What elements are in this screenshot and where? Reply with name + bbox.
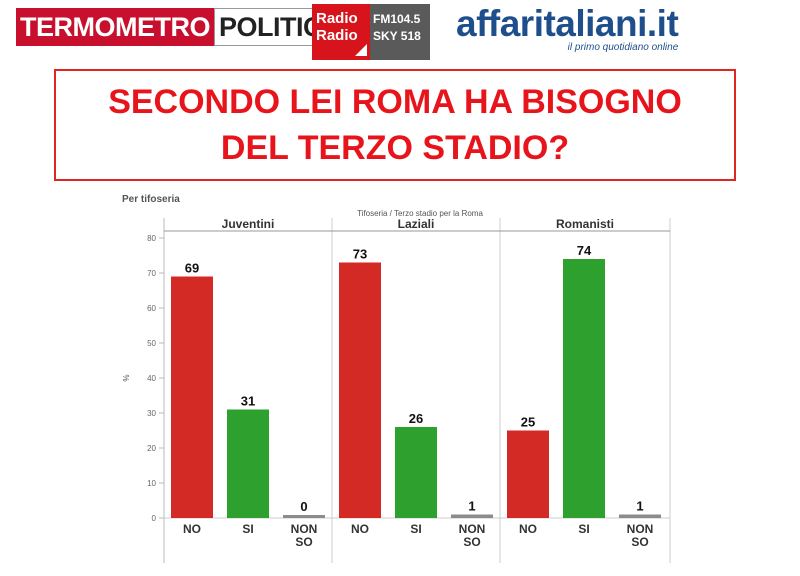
affaritaliani-logo: affaritaliani.it il primo quotidiano onl… [456,2,679,53]
radio-line-2: Radio [316,27,358,44]
chart-title: Per tifoseria [122,194,180,205]
x-tick-label: NO [183,522,201,536]
panel-label: Juventini [222,217,275,231]
x-tick-label: SI [578,522,589,536]
y-tick-label: 50 [147,339,156,348]
bar [507,430,549,518]
x-tick-label: NON [459,522,486,536]
bar-chart: Per tifoseria Tifoseria / Terzo stadio pe… [122,194,671,563]
y-tick-label: 40 [147,374,156,383]
y-tick-label: 70 [147,269,156,278]
bar [227,409,269,518]
x-tick-label: NO [351,522,369,536]
radio-line-1: Radio [316,10,358,27]
y-tick-label: 60 [147,304,156,313]
data-label: 0 [300,499,307,514]
panel-label: Romanisti [556,217,614,231]
bar [563,259,605,518]
affaritaliani-name: affaritaliani.it [456,3,679,44]
y-tick-label: 0 [152,514,157,523]
x-tick-label: SO [463,535,480,549]
x-tick-label: NON [627,522,654,536]
logo-termometro-text: TERMOMETRO [16,8,214,46]
question-title: SECONDO LEI ROMA HA BISOGNO DEL TERZO ST… [108,83,682,167]
chart-subtitle: Tifoseria / Terzo stadio per la Roma [357,209,483,218]
x-tick-label: SI [410,522,421,536]
radio-frequencies: FM104.5 SKY 518 [370,4,430,60]
bar [171,276,213,518]
affaritaliani-tagline: il primo quotidiano online [567,42,679,53]
data-label: 31 [241,394,255,409]
y-tick-label: 10 [147,479,156,488]
radio-radio-logo: Radio Radio FM104.5 SKY 518 [312,4,430,60]
data-label: 25 [521,415,535,430]
y-axis-label: % [122,374,131,381]
data-label: 1 [636,499,643,514]
radio-freq-fm: FM104.5 [373,12,421,26]
data-label: 26 [409,411,423,426]
data-label: 74 [577,243,592,258]
radio-freq-sky: SKY 518 [373,29,421,43]
y-tick-label: 80 [147,234,156,243]
y-tick-label: 30 [147,409,156,418]
play-triangle-icon [355,44,367,56]
termometro-politico-logo: TERMOMETRO POLITICO [16,8,348,46]
bar [339,262,381,518]
x-tick-label: SO [295,535,312,549]
x-tick-label: NON [291,522,318,536]
data-label: 73 [353,247,367,262]
y-tick-label: 20 [147,444,156,453]
panel-label: Laziali [398,217,435,231]
bar [451,514,493,518]
x-tick-label: NO [519,522,537,536]
question-box: SECONDO LEI ROMA HA BISOGNO DEL TERZO ST… [54,69,736,181]
bar [395,427,437,518]
radio-radio-name: Radio Radio [312,4,370,60]
data-label: 69 [185,261,199,276]
chart-area: Per tifoseria Tifoseria / Terzo stadio pe… [0,188,800,576]
x-tick-label: SO [631,535,648,549]
header: TERMOMETRO POLITICO Radio Radio FM104.5 … [0,0,800,64]
data-label: 1 [468,499,475,514]
bar [283,515,325,518]
x-tick-label: SI [242,522,253,536]
bar [619,514,661,518]
